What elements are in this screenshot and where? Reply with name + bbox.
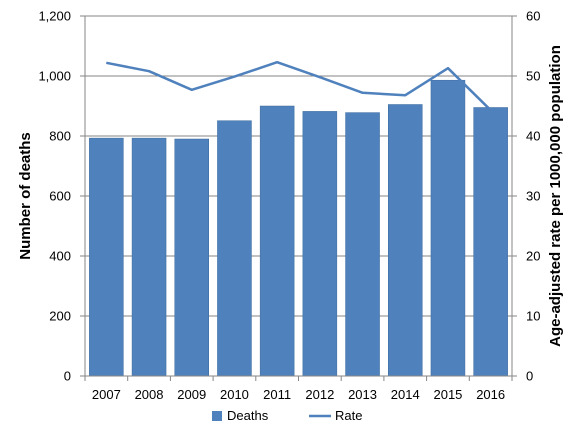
right-tick-label: 60 — [526, 9, 540, 24]
x-tick-label: 2008 — [135, 387, 164, 402]
right-tick-labels: 0 10 20 30 40 50 60 — [526, 9, 540, 384]
bar-2009 — [174, 138, 209, 377]
right-tick-label: 0 — [526, 369, 533, 384]
legend-label-deaths: Deaths — [227, 408, 269, 423]
bars — [89, 79, 508, 377]
bar-2013 — [345, 112, 380, 377]
right-tick-label: 50 — [526, 69, 540, 84]
bar-2015 — [430, 79, 466, 377]
legend: Deaths Rate — [212, 408, 362, 423]
bar-2010 — [217, 120, 252, 377]
x-tick-label: 2007 — [92, 387, 121, 402]
bar-2008 — [131, 137, 167, 377]
left-tick-labels: 0 200 400 600 800 1,000 1,200 — [38, 9, 71, 384]
left-tick-label: 200 — [49, 309, 71, 324]
left-tick-label: 800 — [49, 129, 71, 144]
bar-2012 — [302, 111, 338, 377]
legend-label-rate: Rate — [335, 408, 362, 423]
x-tick-label: 2011 — [263, 387, 291, 402]
x-tick-label: 2016 — [476, 387, 505, 402]
x-tick-label: 2010 — [220, 387, 249, 402]
right-tick-label: 30 — [526, 189, 540, 204]
x-tick-label: 2015 — [433, 387, 462, 402]
x-tick-labels: 2007 2008 2009 2010 2011 2012 2013 2014 2015 2016 — [92, 387, 505, 402]
x-tick-label: 2012 — [305, 387, 334, 402]
bar-2007 — [89, 137, 124, 377]
left-tick-label: 600 — [49, 189, 71, 204]
axes — [80, 15, 517, 381]
left-axis-title: Number of deaths — [17, 132, 34, 260]
left-tick-label: 1,000 — [38, 69, 71, 84]
left-tick-label: 400 — [49, 249, 71, 264]
left-tick-label: 1,200 — [38, 9, 71, 24]
x-tick-label: 2013 — [348, 387, 377, 402]
right-tick-label: 40 — [526, 129, 540, 144]
right-tick-label: 20 — [526, 249, 540, 264]
bar-2011 — [259, 105, 295, 377]
rate-line-layer — [106, 60, 492, 112]
left-tick-label: 0 — [64, 369, 71, 384]
x-tick-label: 2014 — [391, 387, 420, 402]
right-axis-title: Age-adjusted rate per 1000,000 populatio… — [547, 45, 564, 347]
bar-2016 — [473, 107, 508, 377]
rate-line — [106, 60, 492, 112]
legend-swatch-deaths — [212, 411, 222, 421]
right-tick-label: 10 — [526, 309, 540, 324]
bar-2014 — [388, 104, 423, 377]
x-tick-label: 2009 — [177, 387, 206, 402]
